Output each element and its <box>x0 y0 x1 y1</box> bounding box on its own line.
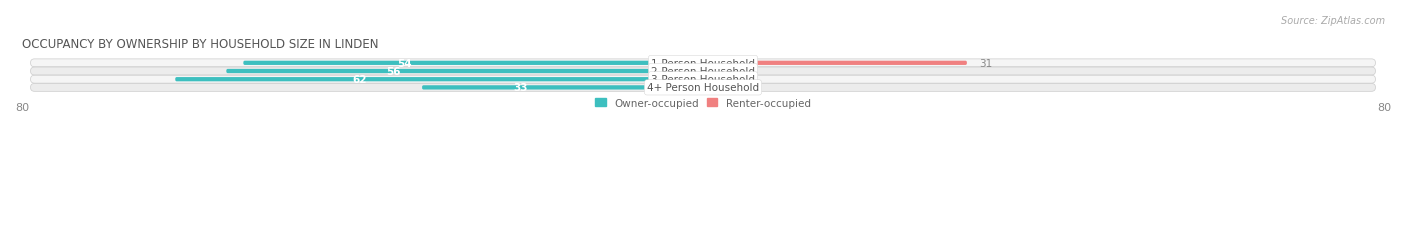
Text: 3: 3 <box>741 83 748 93</box>
Text: 33: 33 <box>513 83 527 93</box>
Text: 56: 56 <box>385 67 401 77</box>
FancyBboxPatch shape <box>31 60 1375 67</box>
FancyBboxPatch shape <box>31 68 1375 76</box>
Text: 2-Person Household: 2-Person Household <box>651 67 755 77</box>
FancyBboxPatch shape <box>31 76 1375 84</box>
Text: 0: 0 <box>716 75 723 85</box>
FancyBboxPatch shape <box>176 78 703 82</box>
Text: 2: 2 <box>733 67 740 77</box>
FancyBboxPatch shape <box>31 84 1375 92</box>
Text: 31: 31 <box>980 59 993 69</box>
FancyBboxPatch shape <box>703 61 967 66</box>
Text: OCCUPANCY BY OWNERSHIP BY HOUSEHOLD SIZE IN LINDEN: OCCUPANCY BY OWNERSHIP BY HOUSEHOLD SIZE… <box>22 38 378 51</box>
Text: 1-Person Household: 1-Person Household <box>651 59 755 69</box>
FancyBboxPatch shape <box>703 70 720 74</box>
FancyBboxPatch shape <box>243 61 703 66</box>
Text: 4+ Person Household: 4+ Person Household <box>647 83 759 93</box>
FancyBboxPatch shape <box>703 86 728 90</box>
Legend: Owner-occupied, Renter-occupied: Owner-occupied, Renter-occupied <box>595 98 811 108</box>
Text: 54: 54 <box>396 59 412 69</box>
FancyBboxPatch shape <box>226 70 703 74</box>
Text: 3-Person Household: 3-Person Household <box>651 75 755 85</box>
Text: 62: 62 <box>353 75 367 85</box>
FancyBboxPatch shape <box>422 86 703 90</box>
Text: Source: ZipAtlas.com: Source: ZipAtlas.com <box>1281 16 1385 26</box>
